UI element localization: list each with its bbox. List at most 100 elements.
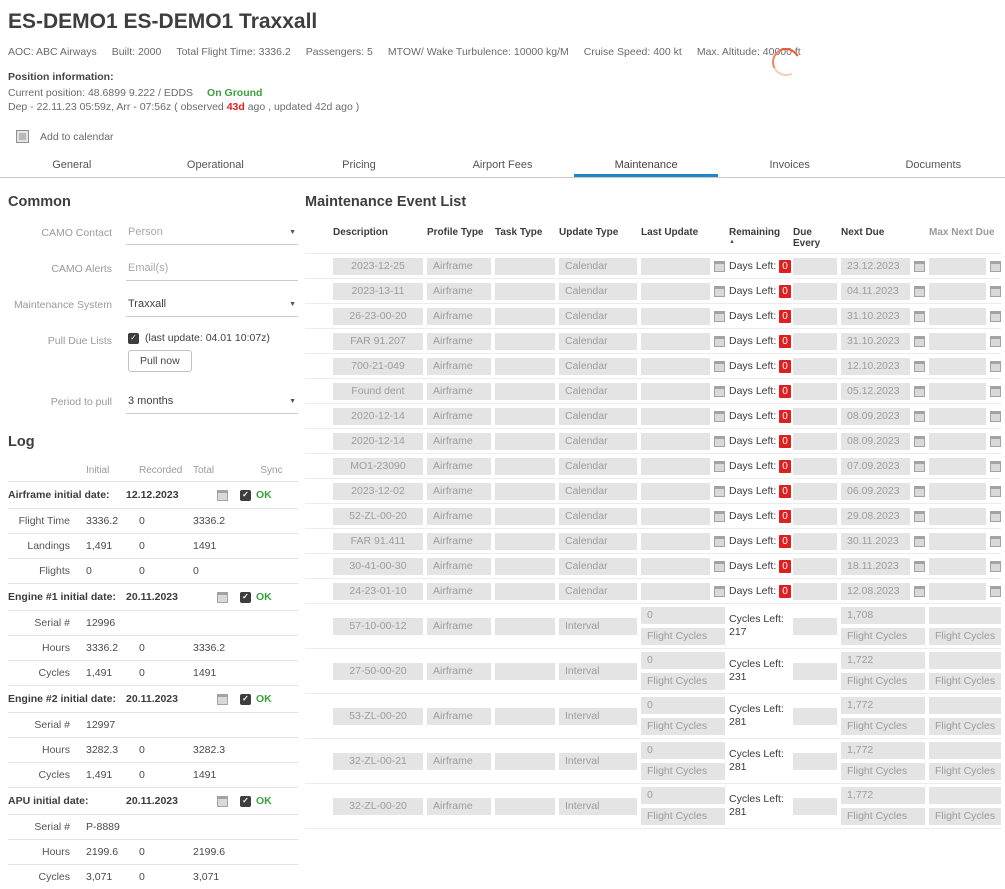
last-update-unit-select[interactable]: Flight Cycles (641, 628, 725, 646)
update-type-input[interactable]: Interval (559, 662, 637, 680)
description-input[interactable]: 32-ZL-00-21 (333, 752, 423, 770)
calendar-icon[interactable] (714, 410, 725, 422)
last-update-input[interactable] (641, 557, 710, 575)
task-type-input[interactable] (495, 357, 555, 375)
calendar-icon[interactable] (216, 693, 228, 705)
profile-type-input[interactable]: Airframe (427, 482, 491, 500)
last-update-input[interactable] (641, 282, 710, 300)
description-input[interactable]: 2020-12-14 (333, 432, 423, 450)
calendar-icon[interactable] (714, 435, 725, 447)
max-next-due-input[interactable] (929, 307, 986, 325)
due-every-input[interactable] (793, 482, 837, 500)
description-input[interactable]: MO1-23090 (333, 457, 423, 475)
task-type-input[interactable] (495, 797, 555, 815)
update-type-input[interactable]: Interval (559, 617, 637, 635)
tab-maintenance[interactable]: Maintenance (574, 155, 718, 178)
task-type-input[interactable] (495, 752, 555, 770)
calendar-icon[interactable] (216, 489, 228, 501)
profile-type-input[interactable]: Airframe (427, 582, 491, 600)
last-update-unit-select[interactable]: Flight Cycles (641, 808, 725, 826)
description-input[interactable]: 57-10-00-12 (333, 617, 423, 635)
due-every-input[interactable] (793, 752, 837, 770)
calendar-icon[interactable] (714, 485, 725, 497)
task-type-input[interactable] (495, 617, 555, 635)
max-next-due-value-input[interactable] (929, 787, 1001, 805)
description-input[interactable]: 52-ZL-00-20 (333, 507, 423, 525)
max-next-due-value-input[interactable] (929, 607, 1001, 625)
max-next-due-unit-select[interactable]: Flight Cycles (929, 718, 1001, 736)
description-input[interactable]: 700-21-049 (333, 357, 423, 375)
profile-type-input[interactable]: Airframe (427, 257, 491, 275)
due-every-input[interactable] (793, 707, 837, 725)
last-update-unit-select[interactable]: Flight Cycles (641, 718, 725, 736)
due-every-input[interactable] (793, 382, 837, 400)
next-due-unit-select[interactable]: Flight Cycles (841, 808, 925, 826)
update-type-input[interactable]: Calendar (559, 307, 637, 325)
calendar-icon[interactable] (914, 560, 925, 572)
calendar-icon[interactable] (714, 585, 725, 597)
pull-now-button[interactable]: Pull now (128, 350, 192, 373)
task-type-input[interactable] (495, 257, 555, 275)
calendar-icon[interactable] (914, 410, 925, 422)
calendar-icon[interactable] (714, 385, 725, 397)
next-due-input[interactable]: 23.12.2023 (841, 257, 910, 275)
max-next-due-unit-select[interactable]: Flight Cycles (929, 763, 1001, 781)
description-input[interactable]: 53-ZL-00-20 (333, 707, 423, 725)
calendar-icon[interactable] (914, 285, 925, 297)
col-remaining[interactable]: Remaining ▲ (729, 227, 789, 245)
update-type-input[interactable]: Calendar (559, 257, 637, 275)
calendar-icon[interactable] (216, 591, 228, 603)
update-type-input[interactable]: Calendar (559, 457, 637, 475)
tab-general[interactable]: General (52, 159, 92, 172)
last-update-value-input[interactable]: 0 (641, 742, 725, 760)
due-every-input[interactable] (793, 532, 837, 550)
last-update-input[interactable] (641, 357, 710, 375)
last-update-unit-select[interactable]: Flight Cycles (641, 763, 725, 781)
task-type-input[interactable] (495, 382, 555, 400)
tab-documents[interactable]: Documents (905, 159, 962, 172)
profile-type-input[interactable]: Airframe (427, 532, 491, 550)
task-type-input[interactable] (495, 407, 555, 425)
description-input[interactable]: 2020-12-14 (333, 407, 423, 425)
sync-checkbox[interactable]: ✓ (240, 489, 251, 501)
max-next-due-input[interactable] (929, 282, 986, 300)
max-next-due-unit-select[interactable]: Flight Cycles (929, 628, 1001, 646)
next-due-input[interactable]: 31.10.2023 (841, 307, 910, 325)
profile-type-input[interactable]: Airframe (427, 382, 491, 400)
add-to-calendar-checkbox[interactable] (16, 130, 29, 144)
description-input[interactable]: 32-ZL-00-20 (333, 797, 423, 815)
sync-checkbox[interactable]: ✓ (240, 591, 251, 603)
profile-type-input[interactable]: Airframe (427, 307, 491, 325)
calendar-icon[interactable] (990, 560, 1001, 572)
due-every-input[interactable] (793, 282, 837, 300)
pull-due-lists-checkbox[interactable]: ✓ (128, 332, 139, 344)
update-type-input[interactable]: Calendar (559, 557, 637, 575)
sync-checkbox[interactable]: ✓ (240, 693, 251, 705)
next-due-input[interactable]: 08.09.2023 (841, 407, 910, 425)
last-update-input[interactable] (641, 407, 710, 425)
calendar-icon[interactable] (990, 360, 1001, 372)
max-next-due-value-input[interactable] (929, 697, 1001, 715)
due-every-input[interactable] (793, 507, 837, 525)
description-input[interactable]: 2023-13-11 (333, 282, 423, 300)
due-every-input[interactable] (793, 357, 837, 375)
calendar-icon[interactable] (990, 335, 1001, 347)
calendar-icon[interactable] (914, 360, 925, 372)
profile-type-input[interactable]: Airframe (427, 557, 491, 575)
profile-type-input[interactable]: Airframe (427, 507, 491, 525)
update-type-input[interactable]: Calendar (559, 407, 637, 425)
due-every-input[interactable] (793, 617, 837, 635)
update-type-input[interactable]: Interval (559, 797, 637, 815)
tab-pricing[interactable]: Pricing (342, 159, 376, 172)
next-due-input[interactable]: 06.09.2023 (841, 482, 910, 500)
update-type-input[interactable]: Calendar (559, 482, 637, 500)
calendar-icon[interactable] (914, 385, 925, 397)
calendar-icon[interactable] (990, 585, 1001, 597)
profile-type-input[interactable]: Airframe (427, 752, 491, 770)
due-every-input[interactable] (793, 797, 837, 815)
calendar-icon[interactable] (990, 310, 1001, 322)
description-input[interactable]: 24-23-01-10 (333, 582, 423, 600)
next-due-input[interactable]: 31.10.2023 (841, 332, 910, 350)
max-next-due-unit-select[interactable]: Flight Cycles (929, 673, 1001, 691)
next-due-value-input[interactable]: 1,772 (841, 787, 925, 805)
